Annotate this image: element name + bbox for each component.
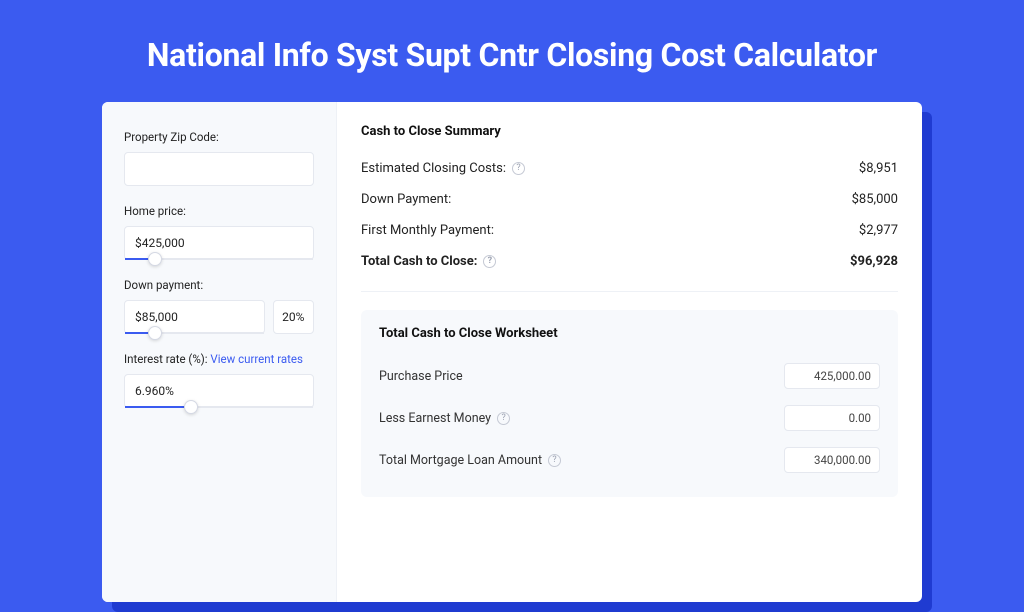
interest-rate-input[interactable]: 6.960%	[124, 374, 314, 408]
zip-field: Property Zip Code:	[124, 130, 314, 186]
down-payment-field: Down payment: $85,000 20%	[124, 278, 314, 334]
calculator-container: Property Zip Code: Home price: $425,000 …	[102, 102, 922, 602]
worksheet-row-purchase-price: Purchase Price 425,000.00	[379, 355, 880, 397]
summary-total-label: Total Cash to Close:	[361, 254, 477, 269]
zip-label: Property Zip Code:	[124, 130, 314, 144]
worksheet-row-earnest-money: Less Earnest Money ? 0.00	[379, 397, 880, 439]
summary-down-payment-label: Down Payment:	[361, 192, 451, 207]
interest-rate-value: 6.960%	[135, 384, 174, 398]
ws-earnest-money-value[interactable]: 0.00	[784, 405, 880, 431]
home-price-field: Home price: $425,000	[124, 204, 314, 260]
summary-down-payment-value: $85,000	[852, 192, 898, 207]
summary-row-down-payment: Down Payment: $85,000	[361, 184, 898, 215]
summary-first-payment-label: First Monthly Payment:	[361, 223, 494, 238]
summary-closing-costs-label: Estimated Closing Costs:	[361, 161, 506, 176]
summary-total-value: $96,928	[850, 254, 898, 269]
worksheet-row-loan-amount: Total Mortgage Loan Amount ? 340,000.00	[379, 439, 880, 481]
interest-rate-label: Interest rate (%): View current rates	[124, 352, 314, 366]
view-rates-link[interactable]: View current rates	[210, 352, 303, 366]
help-icon[interactable]: ?	[548, 454, 561, 467]
help-icon[interactable]: ?	[497, 412, 510, 425]
worksheet-title: Total Cash to Close Worksheet	[379, 326, 880, 341]
interest-rate-slider-fill	[125, 406, 191, 408]
ws-purchase-price-label: Purchase Price	[379, 369, 463, 384]
help-icon[interactable]: ?	[483, 255, 496, 268]
ws-loan-amount-value[interactable]: 340,000.00	[784, 447, 880, 473]
home-price-value: $425,000	[135, 236, 185, 250]
interest-rate-slider-thumb[interactable]	[184, 400, 198, 414]
ws-loan-amount-label: Total Mortgage Loan Amount	[379, 453, 542, 468]
ws-earnest-money-label: Less Earnest Money	[379, 411, 491, 426]
help-icon[interactable]: ?	[512, 162, 525, 175]
down-payment-label: Down payment:	[124, 278, 314, 292]
down-payment-input[interactable]: $85,000	[124, 300, 265, 334]
interest-rate-field: Interest rate (%): View current rates 6.…	[124, 352, 314, 408]
cash-summary: Cash to Close Summary Estimated Closing …	[361, 124, 898, 292]
summary-row-total: Total Cash to Close: ? $96,928	[361, 246, 898, 277]
page-title: National Info Syst Supt Cntr Closing Cos…	[0, 0, 1024, 102]
summary-closing-costs-value: $8,951	[859, 161, 898, 176]
summary-row-closing-costs: Estimated Closing Costs: ? $8,951	[361, 153, 898, 184]
home-price-label: Home price:	[124, 204, 314, 218]
ws-purchase-price-value[interactable]: 425,000.00	[784, 363, 880, 389]
down-payment-value: $85,000	[135, 310, 178, 324]
home-price-slider-thumb[interactable]	[148, 252, 162, 266]
home-price-input[interactable]: $425,000	[124, 226, 314, 260]
summary-first-payment-value: $2,977	[859, 223, 898, 238]
zip-input[interactable]	[124, 152, 314, 186]
summary-title: Cash to Close Summary	[361, 124, 898, 139]
summary-row-first-payment: First Monthly Payment: $2,977	[361, 215, 898, 246]
down-payment-percent-input[interactable]: 20%	[273, 300, 315, 334]
down-payment-slider-thumb[interactable]	[148, 326, 162, 340]
calculator-card: Property Zip Code: Home price: $425,000 …	[102, 102, 922, 602]
worksheet-panel: Total Cash to Close Worksheet Purchase P…	[361, 310, 898, 497]
results-panel: Cash to Close Summary Estimated Closing …	[337, 102, 922, 602]
inputs-panel: Property Zip Code: Home price: $425,000 …	[102, 102, 337, 602]
interest-rate-label-text: Interest rate (%):	[124, 352, 210, 366]
